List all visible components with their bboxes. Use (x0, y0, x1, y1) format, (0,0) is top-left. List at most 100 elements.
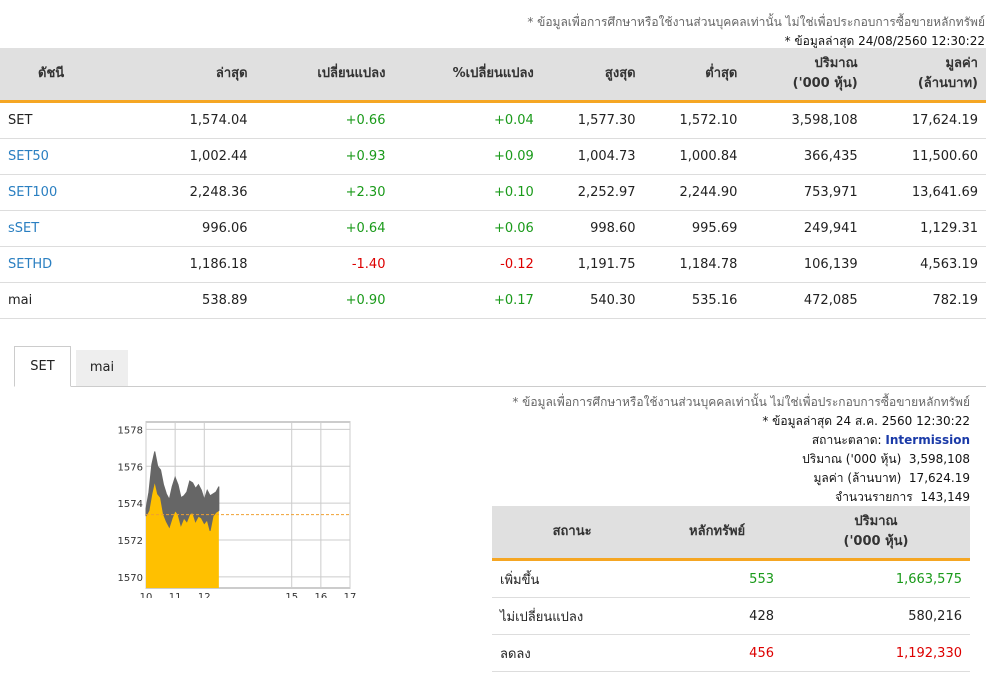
market-breadth-table: สถานะ หลักทรัพย์ ปริมาณ ('000 หุ้น) เพิ่ม… (492, 506, 970, 672)
index-volume: 366,435 (745, 138, 866, 175)
index-table-header: ดัชนี ล่าสุด เปลี่ยนแปลง %เปลี่ยนแปลง สู… (0, 48, 986, 103)
breadth-count: 428 (652, 597, 782, 635)
col-high: สูงสุด (541, 48, 644, 103)
index-row-sset: sSET 996.06 +0.64 +0.06 998.60 995.69 249,941 1… (0, 210, 986, 247)
col-status: สถานะ (492, 506, 653, 561)
index-change: +0.66 (255, 101, 394, 139)
index-table: ดัชนี ล่าสุด เปลี่ยนแปลง %เปลี่ยนแปลง สู… (0, 48, 986, 319)
x-tick-label: 11 (169, 592, 182, 598)
col-volume-unit: ('000 หุ้น) (792, 76, 858, 91)
index-range-band (145, 451, 220, 531)
index-change: +2.30 (255, 174, 394, 211)
tab-mai[interactable]: mai (76, 350, 128, 386)
index-volume: 249,941 (745, 210, 866, 247)
col-low: ต่ำสุด (643, 48, 746, 103)
index-pct: +0.10 (393, 174, 542, 211)
index-table-body: SET 1,574.04 +0.66 +0.04 1,577.30 1,572.10 3,5… (0, 101, 986, 319)
index-low: 1,000.84 (643, 138, 746, 175)
index-pct: -0.12 (393, 246, 542, 283)
disclaimer-bottom: * ข้อมูลเพื่อการศึกษาหรือใช้งานส่วนบุคคล… (512, 395, 970, 409)
y-tick-label: 1576 (118, 462, 143, 473)
index-name[interactable]: SET100 (0, 174, 146, 211)
breadth-label: ไม่เปลี่ยนแปลง (492, 597, 653, 635)
x-tick-label: 17 (344, 592, 357, 598)
market-volume: 3,598,108 (908, 452, 970, 466)
index-name[interactable]: SETHD (0, 246, 146, 283)
col-pct-change: %เปลี่ยนแปลง (393, 48, 542, 103)
breadth-row: เพิ่มขึ้น 553 1,663,575 (492, 559, 970, 598)
index-high: 2,252.97 (541, 174, 644, 211)
index-row-set100: SET100 2,248.36 +2.30 +0.10 2,252.97 2,244.90… (0, 174, 986, 211)
col-value-title: มูลค่า (945, 56, 978, 71)
market-status-label: สถานะตลาด: (811, 433, 882, 447)
market-status-line: สถานะตลาด: Intermission (512, 431, 970, 450)
breadth-table-body: เพิ่มขึ้น 553 1,663,575 ไม่เปลี่ยนแปลง 428 58… (492, 559, 970, 672)
market-trades-label: จำนวนรายการ (835, 490, 913, 504)
set-intraday-chart: 1578 1576 1574 1572 1570 10 11 12 15 16 17 (118, 421, 357, 598)
index-row-sethd: SETHD 1,186.18 -1.40 -0.12 1,191.75 1,184.78 1… (0, 246, 986, 283)
x-tick-label: 16 (314, 592, 327, 598)
index-pct: +0.09 (393, 138, 542, 175)
breadth-label: เพิ่มขึ้น (492, 559, 653, 598)
index-name: mai (0, 282, 146, 319)
market-value: 17,624.19 (908, 471, 970, 485)
index-low: 535.16 (643, 282, 746, 319)
market-volume-line: ปริมาณ ('000 หุ้น) 3,598,108 (512, 450, 970, 469)
y-tick-label: 1574 (118, 499, 143, 510)
market-value-line: มูลค่า (ล้านบาท) 17,624.19 (512, 469, 971, 488)
index-volume: 3,598,108 (745, 101, 866, 139)
last-update-bottom: * ข้อมูลล่าสุด 24 ส.ค. 2560 12:30:22 (762, 414, 970, 428)
index-value: 1,129.31 (865, 210, 986, 247)
index-change: +0.64 (255, 210, 394, 247)
index-last: 996.06 (145, 210, 256, 247)
market-trades-line: จำนวนรายการ 143,149 (512, 488, 970, 507)
col-volume: ปริมาณ ('000 หุ้น) (745, 48, 866, 103)
breadth-count: 456 (652, 634, 782, 672)
market-tabs: SET mai (14, 346, 986, 387)
breadth-volume: 580,216 (782, 597, 970, 635)
col-breadth-volume-title: ปริมาณ (854, 514, 898, 529)
index-change: +0.93 (255, 138, 394, 175)
col-value: มูลค่า (ล้านบาท) (865, 48, 986, 103)
col-breadth-volume-unit: ('000 หุ้น) (843, 534, 909, 549)
col-breadth-volume: ปริมาณ ('000 หุ้น) (782, 506, 970, 561)
index-high: 1,004.73 (541, 138, 644, 175)
col-change: เปลี่ยนแปลง (255, 48, 394, 103)
breadth-count: 553 (652, 559, 782, 598)
breadth-row: ลดลง 456 1,192,330 (492, 634, 970, 672)
index-value: 11,500.60 (865, 138, 986, 175)
index-change: -1.40 (255, 246, 394, 283)
index-pct: +0.17 (393, 282, 542, 319)
index-value: 4,563.19 (865, 246, 986, 283)
index-high: 1,577.30 (541, 101, 644, 139)
breadth-label: ลดลง (492, 634, 653, 672)
index-name[interactable]: sSET (0, 210, 146, 247)
y-tick-label: 1578 (118, 425, 143, 436)
breadth-volume: 1,192,330 (782, 634, 970, 672)
index-volume: 106,139 (745, 246, 866, 283)
index-last: 1,574.04 (145, 101, 256, 139)
index-pct: +0.04 (393, 101, 542, 139)
index-name[interactable]: SET50 (0, 138, 146, 175)
index-last: 1,186.18 (145, 246, 256, 283)
col-last: ล่าสุด (145, 48, 256, 103)
index-high: 998.60 (541, 210, 644, 247)
index-last: 538.89 (145, 282, 256, 319)
index-change: +0.90 (255, 282, 394, 319)
index-row-mai: mai 538.89 +0.90 +0.17 540.30 535.16 472,085 78… (0, 282, 986, 319)
index-last: 2,248.36 (145, 174, 256, 211)
market-status: Intermission (885, 433, 970, 447)
last-update-top: * ข้อมูลล่าสุด 24/08/2560 12:30:22 (784, 34, 985, 48)
x-tick-label: 10 (140, 592, 153, 598)
col-securities: หลักทรัพย์ (652, 506, 782, 561)
market-value-label: มูลค่า (ล้านบาท) (813, 471, 902, 485)
market-trades: 143,149 (920, 490, 970, 504)
col-index: ดัชนี (0, 48, 146, 103)
index-last: 1,002.44 (145, 138, 256, 175)
index-low: 2,244.90 (643, 174, 746, 211)
index-high: 540.30 (541, 282, 644, 319)
y-tick-label: 1570 (118, 573, 143, 584)
tab-set[interactable]: SET (14, 346, 71, 387)
index-low: 995.69 (643, 210, 746, 247)
disclaimer-top: * ข้อมูลเพื่อการศึกษาหรือใช้งานส่วนบุคคล… (527, 15, 985, 29)
